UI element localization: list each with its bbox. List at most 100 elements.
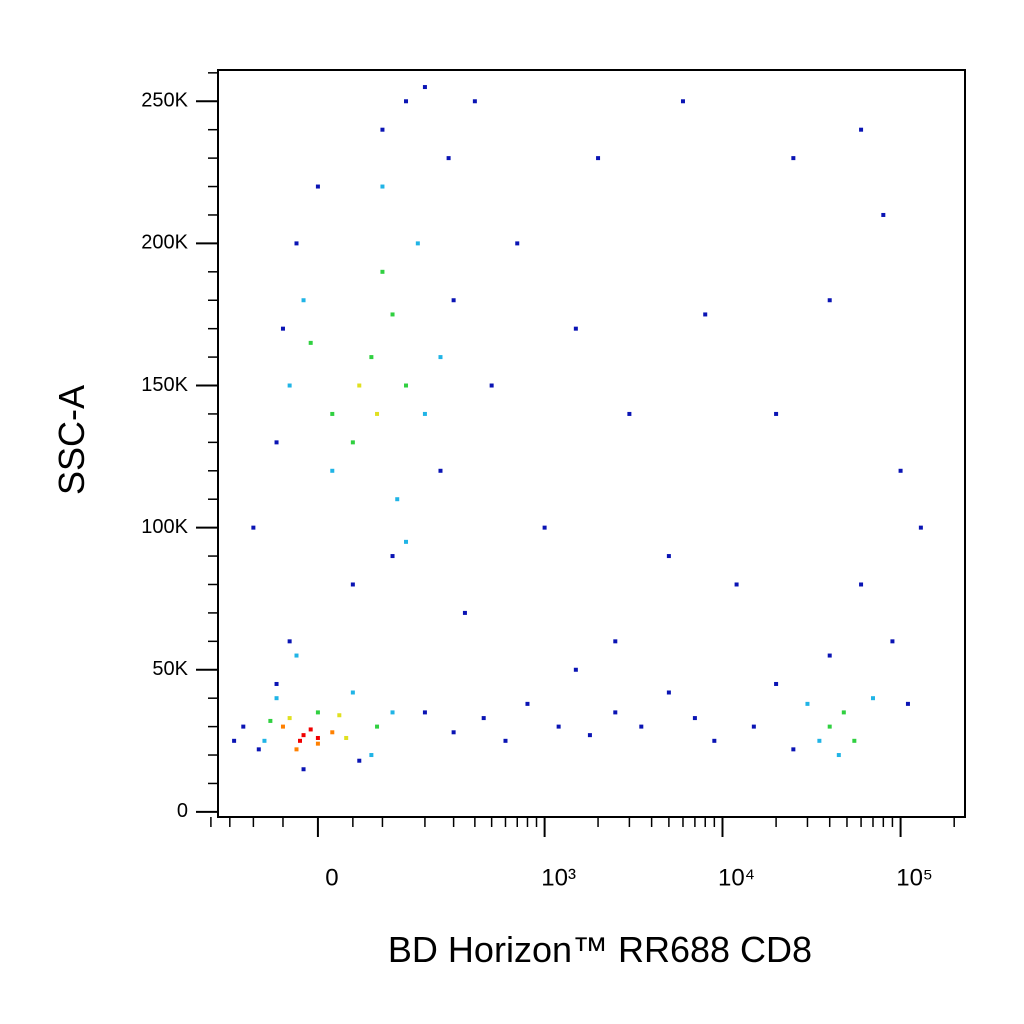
- point: [446, 156, 451, 161]
- point: [515, 241, 520, 246]
- point: [751, 724, 756, 729]
- point: [791, 156, 796, 161]
- point: [703, 312, 708, 317]
- point: [791, 747, 796, 752]
- point: [404, 99, 409, 104]
- point: [350, 690, 355, 695]
- point: [734, 582, 739, 587]
- point: [841, 710, 846, 715]
- point: [308, 727, 313, 732]
- x-tick-label: 10³: [541, 864, 576, 891]
- point: [287, 639, 292, 644]
- point: [472, 99, 477, 104]
- point: [503, 738, 508, 743]
- point: [241, 724, 246, 729]
- point: [395, 497, 400, 502]
- point: [380, 184, 385, 189]
- point: [542, 525, 547, 530]
- point: [852, 738, 857, 743]
- point: [489, 383, 494, 388]
- point: [294, 653, 299, 658]
- point: [613, 710, 618, 715]
- point: [301, 733, 306, 738]
- y-tick-label: 150K: [141, 374, 188, 396]
- point: [330, 468, 335, 473]
- point: [369, 355, 374, 360]
- point: [422, 710, 427, 715]
- point: [315, 741, 320, 746]
- point: [827, 298, 832, 303]
- point: [587, 733, 592, 738]
- point: [232, 738, 237, 743]
- point: [422, 85, 427, 90]
- point: [301, 298, 306, 303]
- point: [404, 539, 409, 544]
- point: [774, 411, 779, 416]
- point: [870, 696, 875, 701]
- point: [692, 716, 697, 721]
- point: [639, 724, 644, 729]
- point: [375, 411, 380, 416]
- point: [287, 383, 292, 388]
- point: [404, 383, 409, 388]
- point: [451, 298, 456, 303]
- point: [256, 747, 261, 752]
- point: [422, 411, 427, 416]
- point: [280, 724, 285, 729]
- point: [369, 753, 374, 758]
- point: [415, 241, 420, 246]
- point: [573, 326, 578, 331]
- point: [627, 411, 632, 416]
- point: [573, 667, 578, 672]
- y-tick-label: 0: [177, 800, 188, 822]
- point: [268, 718, 273, 723]
- point: [613, 639, 618, 644]
- point: [294, 747, 299, 752]
- y-tick-label: 250K: [141, 90, 188, 112]
- point: [827, 653, 832, 658]
- y-tick-label: 100K: [141, 516, 188, 538]
- point: [859, 127, 864, 132]
- point: [462, 610, 467, 615]
- point: [315, 735, 320, 740]
- point: [357, 758, 362, 763]
- point: [251, 525, 256, 530]
- point: [344, 735, 349, 740]
- point: [918, 525, 923, 530]
- point: [481, 716, 486, 721]
- point: [666, 554, 671, 559]
- point: [301, 767, 306, 772]
- point: [898, 468, 903, 473]
- point: [556, 724, 561, 729]
- point: [390, 554, 395, 559]
- point: [337, 713, 342, 718]
- x-tick-label: 0: [325, 864, 338, 891]
- point: [350, 440, 355, 445]
- y-axis-title: SSC-A: [51, 385, 92, 495]
- point: [438, 468, 443, 473]
- point: [287, 716, 292, 721]
- point: [274, 696, 279, 701]
- point: [330, 730, 335, 735]
- point: [315, 184, 320, 189]
- point: [596, 156, 601, 161]
- point: [380, 127, 385, 132]
- point: [666, 690, 671, 695]
- point: [308, 340, 313, 345]
- point: [274, 440, 279, 445]
- plot-frame: [217, 69, 966, 818]
- x-tick-label: 10⁴: [718, 864, 755, 891]
- point: [315, 710, 320, 715]
- point: [375, 724, 380, 729]
- point: [817, 738, 822, 743]
- point: [390, 710, 395, 715]
- point: [451, 730, 456, 735]
- point: [438, 355, 443, 360]
- point: [774, 681, 779, 686]
- point: [274, 681, 279, 686]
- point: [905, 701, 910, 706]
- point: [298, 738, 303, 743]
- point: [890, 639, 895, 644]
- point: [881, 212, 886, 217]
